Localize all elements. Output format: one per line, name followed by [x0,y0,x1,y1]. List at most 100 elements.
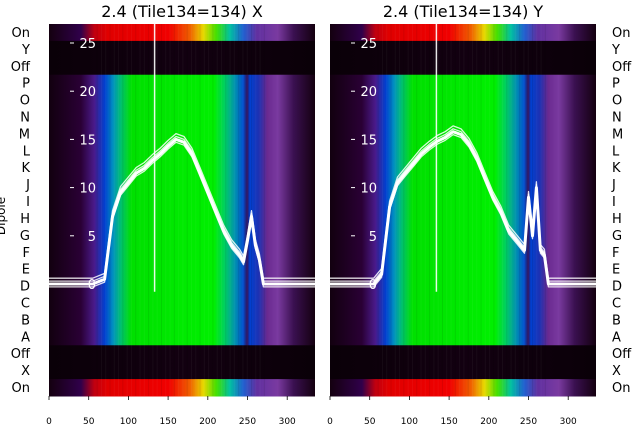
x-tick-label: 150 [441,417,458,427]
heatmap-band-n [330,108,596,126]
y-axis-label: Dipole [0,197,8,235]
heatmap-texture [220,24,222,396]
heatmap-texture [143,24,145,396]
row-label: G [20,229,30,244]
heatmap-texture [212,24,214,396]
heatmap-texture [480,24,482,396]
heatmap-texture [178,24,180,396]
x-tick-label: 250 [520,417,537,427]
row-label: J [611,178,616,193]
heatmap-band-d [49,277,315,296]
row-label: K [21,161,30,176]
heatmap-texture [523,24,525,396]
heatmap-band-e [49,260,315,279]
heatmap-band-off [49,57,315,76]
x-tick-label: 50 [364,417,376,427]
heatmap-texture [476,24,478,396]
series-line [330,133,596,288]
row-label: F [612,246,619,261]
x-tick-label: 0 [46,417,52,427]
heatmap-texture [208,24,210,396]
y-tick-label: 0 [88,278,96,293]
row-label: On [612,381,630,396]
heatmap-texture [156,24,158,396]
heatmap-texture [122,24,124,396]
y-tick-label: 15 [79,133,96,148]
heatmap-texture [148,24,150,396]
row-label: E [22,263,30,278]
heatmap-band-d [330,277,596,296]
heatmap-band-off [49,345,315,363]
heatmap-texture [532,24,534,396]
row-label: P [612,77,620,92]
row-label: H [612,212,622,227]
chart-title: 2.4 (Tile134=134) Y [383,2,544,21]
row-label: J [25,178,30,193]
heatmap-texture [433,24,435,396]
heatmap-texture [420,24,422,396]
row-label: I [612,195,616,210]
row-label: N [612,111,622,126]
heatmap-texture [233,24,235,396]
row-label: O [612,94,622,109]
row-label: X [612,364,621,379]
heatmap-band-b [49,311,315,329]
x-tick-label: 200 [480,417,497,427]
y-tick-label: 0 [369,278,377,293]
heatmap-band-h [49,210,315,228]
heatmap-texture [377,24,379,396]
heatmap-texture [540,24,542,396]
heatmap-texture [238,24,240,396]
heatmap-texture [493,24,495,396]
heatmap-texture [135,24,137,396]
heatmap-texture [390,24,392,396]
row-label: On [12,26,30,41]
heatmap-band-on [49,24,315,42]
heatmap-texture [263,24,265,396]
series-line [49,141,315,288]
row-label: L [612,144,620,159]
row-label: D [20,280,30,295]
heatmap-texture [506,24,508,396]
row-label: A [21,330,30,345]
row-label: G [612,229,622,244]
heatmap-texture [399,24,401,396]
heatmap-band-off [330,57,596,76]
heatmap-texture [203,24,205,396]
heatmap-band-c [49,294,315,312]
heatmap-band-j [49,176,315,194]
row-label: Off [612,347,632,362]
row-label: H [20,212,30,227]
heatmap-band-k [49,159,315,177]
heatmap-texture [96,24,98,396]
heatmap-band-on [330,24,596,42]
heatmap-band-a [330,328,596,346]
row-label: B [612,313,621,328]
row-label: A [612,330,621,345]
heatmap-texture [255,24,257,396]
heatmap-texture [386,24,388,396]
heatmap-texture [195,24,197,396]
heatmap-texture [165,24,167,396]
y-tick-label: 25 [79,37,96,52]
heatmap-band-l [49,142,315,160]
series-line [330,125,596,279]
heatmap-texture [471,24,473,396]
heatmap-texture [424,24,426,396]
heatmap-texture [407,24,409,396]
heatmap-texture [130,24,132,396]
y-tick-label: 20 [79,85,96,100]
x-tick-label: 0 [327,417,333,427]
heatmap-texture [173,24,175,396]
heatmap-texture [126,24,128,396]
heatmap-band-n [49,108,315,126]
heatmap-texture [259,24,261,396]
row-label: N [20,111,30,126]
heatmap-texture [403,24,405,396]
heatmap-band-b [330,311,596,329]
y-tick-label: 10 [79,182,96,197]
heatmap-band-l [330,142,596,160]
heatmap-band-off [330,345,596,363]
